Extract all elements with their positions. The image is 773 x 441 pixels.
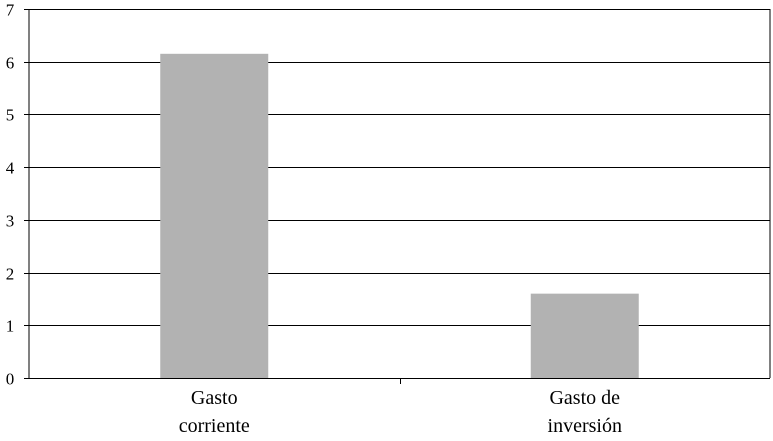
y-tick-label-1: 1 xyxy=(6,317,15,336)
x-axis-category-labels: Gasto corriente Gasto de inversión xyxy=(179,387,622,437)
y-axis-tick-labels: 0 1 2 3 4 5 6 7 xyxy=(6,1,15,389)
y-tick-label-4: 4 xyxy=(6,159,15,178)
gridlines xyxy=(24,9,771,384)
y-tick-label-0: 0 xyxy=(6,370,15,389)
x-category-label-0-0: Gasto xyxy=(191,387,238,409)
y-tick-label-5: 5 xyxy=(6,106,15,125)
bars xyxy=(160,53,639,379)
bar-1 xyxy=(530,293,639,378)
x-category-label-1-0: Gasto de xyxy=(549,387,620,409)
y-tick-label-3: 3 xyxy=(6,212,15,231)
y-tick-label-7: 7 xyxy=(6,1,15,20)
y-tick-label-2: 2 xyxy=(6,265,15,284)
y-tick-label-6: 6 xyxy=(6,54,15,73)
x-category-label-0-1: corriente xyxy=(179,415,250,437)
bar-0 xyxy=(160,53,269,379)
x-category-label-1-1: inversión xyxy=(548,415,622,437)
